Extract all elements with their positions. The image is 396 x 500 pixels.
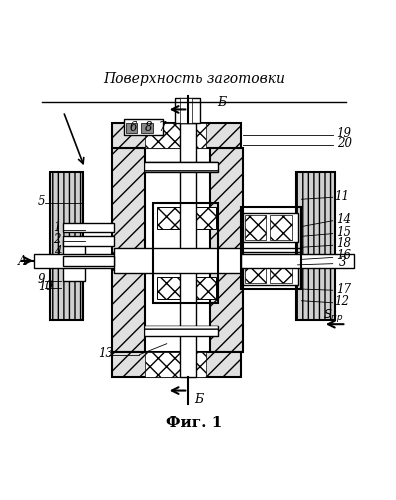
Bar <box>190 278 215 299</box>
Bar <box>245 215 267 240</box>
Text: 16: 16 <box>337 249 352 262</box>
Bar <box>190 207 215 229</box>
Bar <box>63 256 114 266</box>
Text: Фиг. 1: Фиг. 1 <box>166 416 222 430</box>
Bar <box>112 148 145 352</box>
Text: 14: 14 <box>337 212 352 226</box>
Bar <box>112 148 145 352</box>
Text: 10: 10 <box>38 280 53 293</box>
Bar <box>145 162 217 172</box>
Bar <box>145 326 217 336</box>
Bar <box>126 123 137 133</box>
Text: 2: 2 <box>53 233 61 246</box>
Text: 18: 18 <box>337 238 352 250</box>
Bar <box>145 326 217 336</box>
Bar <box>175 98 200 123</box>
Text: 12: 12 <box>335 296 350 308</box>
Bar <box>63 222 114 232</box>
Bar <box>50 172 83 320</box>
Bar <box>243 213 297 242</box>
Text: 15: 15 <box>337 226 352 238</box>
Bar <box>112 352 241 377</box>
Text: $S_{пр}$: $S_{пр}$ <box>323 308 344 324</box>
Bar <box>124 119 163 135</box>
Bar <box>241 207 301 289</box>
Bar <box>114 248 241 274</box>
Bar <box>145 162 217 172</box>
Bar <box>245 258 267 283</box>
Bar <box>157 278 183 299</box>
Bar <box>270 215 292 240</box>
Text: Поверхность заготовки: Поверхность заготовки <box>103 72 285 86</box>
Bar <box>210 148 243 352</box>
Bar <box>112 123 241 148</box>
Bar <box>295 172 335 320</box>
Text: 6: 6 <box>129 121 137 134</box>
Text: 4: 4 <box>53 245 61 258</box>
Text: 11: 11 <box>335 190 350 203</box>
Bar <box>181 98 192 123</box>
Bar <box>295 172 335 320</box>
Text: 19: 19 <box>337 127 352 140</box>
Bar <box>145 352 206 377</box>
Text: 7: 7 <box>158 121 166 134</box>
Bar <box>63 236 114 246</box>
Text: 20: 20 <box>337 136 352 149</box>
Text: 13: 13 <box>99 348 113 360</box>
Text: 1: 1 <box>53 222 61 234</box>
Bar <box>243 256 297 285</box>
Bar <box>270 258 292 283</box>
Text: 9: 9 <box>38 273 46 286</box>
Text: Б: Б <box>217 96 226 110</box>
Bar <box>63 240 85 281</box>
Bar <box>181 123 196 377</box>
Bar <box>112 352 241 377</box>
Bar <box>112 123 241 148</box>
Text: Б: Б <box>194 393 203 406</box>
Bar <box>153 203 217 302</box>
Text: А: А <box>17 255 27 268</box>
Text: 3: 3 <box>339 256 346 268</box>
Bar <box>210 148 243 352</box>
Text: 5: 5 <box>38 195 46 208</box>
Bar <box>50 172 83 320</box>
Bar <box>145 123 206 148</box>
Bar <box>34 254 354 268</box>
Bar <box>141 123 153 133</box>
Text: 8: 8 <box>145 121 153 134</box>
Text: 17: 17 <box>337 283 352 296</box>
Bar <box>157 207 183 229</box>
